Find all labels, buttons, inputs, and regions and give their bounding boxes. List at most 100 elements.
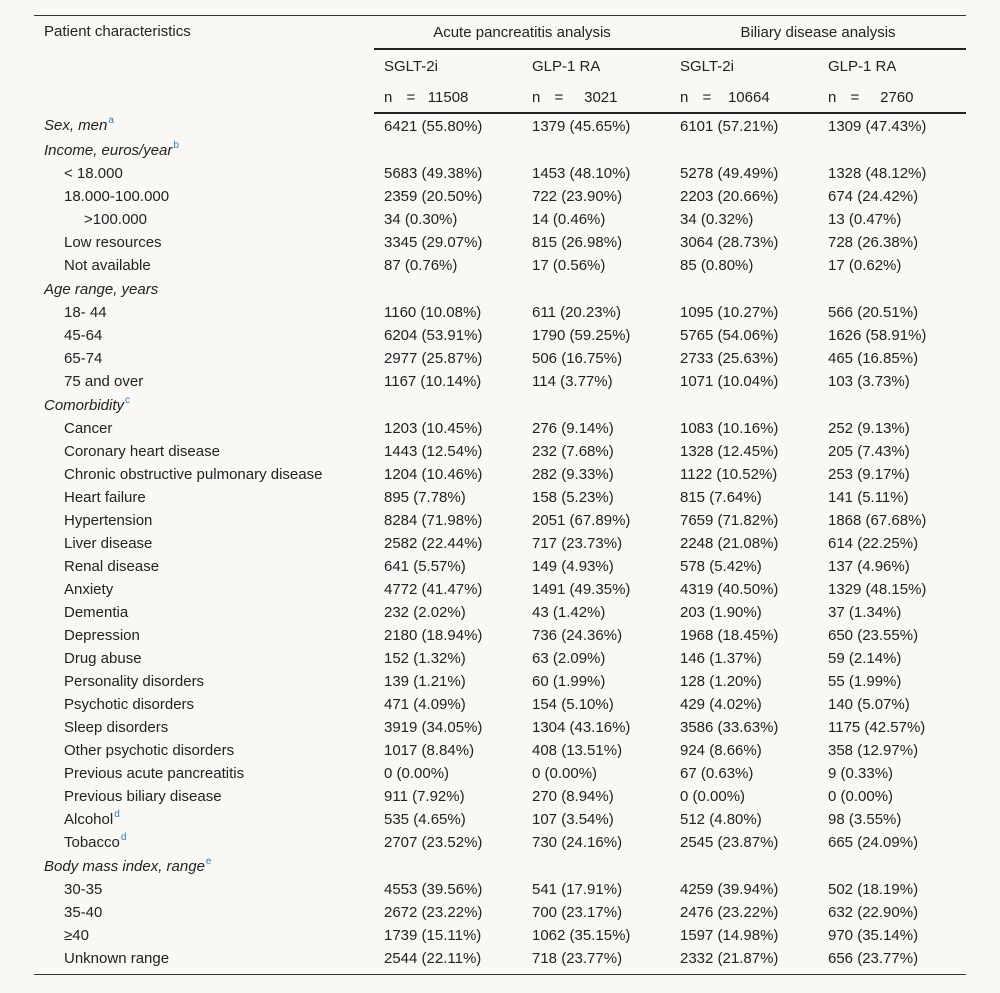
value-cell: 3345 (29.07%): [384, 234, 483, 251]
value-cell: 1017 (8.84%): [384, 742, 475, 759]
value-cell: 1304 (43.16%): [532, 719, 631, 736]
row-label: < 18.000: [34, 162, 374, 185]
value-cell: 2544 (22.11%): [384, 950, 482, 967]
value-cell: [670, 854, 818, 878]
value-cell: 2733 (25.63%): [680, 350, 779, 367]
row-label-text: Age range, years: [44, 280, 159, 298]
value-cell: 139 (1.21%): [384, 673, 466, 690]
drug-header: GLP-1 RA: [532, 57, 601, 75]
value-cell: 614 (22.25%): [828, 535, 919, 552]
value-cell: 1379 (45.65%): [532, 117, 631, 135]
row-label: Previous acute pancreatitis: [34, 762, 374, 785]
value-cell: 252 (9.13%): [828, 420, 910, 437]
value-cell: [522, 138, 670, 162]
n-value: 10664: [727, 88, 770, 106]
value-cell: 6204 (53.91%): [384, 327, 483, 344]
value-cell: 34 (0.30%): [384, 211, 458, 228]
table-row: 18.000-100.000 2359 (20.50%) 722 (23.90%) 2…: [34, 185, 966, 208]
value-cell: 107 (3.54%): [532, 811, 614, 828]
row-label-text: 18.000-100.000: [64, 188, 170, 205]
footnote-marker: d: [120, 832, 127, 843]
value-cell: 641 (5.57%): [384, 558, 466, 575]
row-label-text: Dementia: [64, 604, 129, 621]
table-row: 75 and over 1167 (10.14%) 114 (3.77%) 1071 …: [34, 370, 966, 393]
value-cell: 2332 (21.87%): [680, 950, 779, 967]
value-cell: 17 (0.56%): [532, 257, 606, 274]
value-cell: 611 (20.23%): [532, 304, 621, 321]
value-cell: 656 (23.77%): [828, 950, 919, 967]
table-row: Unknown range 2544 (22.11%) 718 (23.77%) 23…: [34, 947, 966, 970]
value-cell: 1328 (12.45%): [680, 443, 779, 460]
value-cell: 2707 (23.52%): [384, 834, 483, 851]
value-cell: 4553 (39.56%): [384, 881, 483, 898]
value-cell: 5765 (54.06%): [680, 327, 779, 344]
table-row: Previous acute pancreatitis 0 (0.00%) 0 (0…: [34, 762, 966, 785]
value-cell: 578 (5.42%): [680, 558, 762, 575]
value-cell: 815 (26.98%): [532, 234, 623, 251]
row-label-text: Cancer: [64, 420, 113, 437]
value-cell: 2248 (21.08%): [680, 535, 779, 552]
value-cell: 63 (2.09%): [532, 650, 606, 667]
row-label-text: Not available: [64, 257, 151, 274]
row-label: Tobaccod: [34, 831, 374, 854]
table-row: Sex, mena 6421 (55.80%) 1379 (45.65%) 6101 …: [34, 113, 966, 138]
row-label-text: Income, euros/year: [44, 141, 173, 159]
value-cell: 4259 (39.94%): [680, 881, 779, 898]
row-label: Chronic obstructive pulmonary disease: [34, 463, 374, 486]
value-cell: 0 (0.00%): [384, 765, 450, 782]
row-label-text: 35-40: [64, 904, 103, 921]
row-label-text: Anxiety: [64, 581, 114, 598]
table-row: >100.000 34 (0.30%) 14 (0.46%) 34 (0.32%) 13…: [34, 208, 966, 231]
value-cell: 541 (17.91%): [532, 881, 623, 898]
value-cell: 87 (0.76%): [384, 257, 458, 274]
value-cell: 3064 (28.73%): [680, 234, 779, 251]
row-label-text: Heart failure: [64, 489, 146, 506]
row-label: Renal disease: [34, 555, 374, 578]
row-label-text: Unknown range: [64, 950, 170, 967]
n-count-cell: n = 11508: [374, 82, 522, 114]
value-cell: 465 (16.85%): [828, 350, 919, 367]
value-cell: 535 (4.65%): [384, 811, 466, 828]
row-label: Body mass index, rangee: [34, 854, 374, 878]
value-cell: 1071 (10.04%): [680, 373, 779, 390]
value-cell: 718 (23.77%): [532, 950, 623, 967]
n-count-cell: n = 10664: [670, 82, 818, 114]
n-label: n =: [384, 88, 416, 106]
row-label: Hypertension: [34, 509, 374, 532]
row-label: Cancer: [34, 417, 374, 440]
row-label: 75 and over: [34, 370, 374, 393]
value-cell: 700 (23.17%): [532, 904, 623, 921]
value-cell: [374, 393, 522, 417]
patient-characteristics-header: Patient characteristics: [34, 15, 374, 113]
value-cell: 55 (1.99%): [828, 673, 902, 690]
value-cell: 717 (23.73%): [532, 535, 623, 552]
row-label: 45-64: [34, 324, 374, 347]
row-label: Sex, mena: [34, 113, 374, 138]
table-row: Coronary heart disease 1443 (12.54%) 232 (…: [34, 440, 966, 463]
row-label-text: < 18.000: [64, 165, 123, 182]
drug-header: SGLT-2i: [384, 57, 438, 75]
value-cell: [818, 138, 966, 162]
value-cell: 1175 (42.57%): [828, 719, 926, 736]
value-cell: 1095 (10.27%): [680, 304, 779, 321]
table-body: Sex, mena 6421 (55.80%) 1379 (45.65%) 6101 …: [34, 113, 967, 975]
value-cell: 3919 (34.05%): [384, 719, 483, 736]
table-row: Tobaccod 2707 (23.52%) 730 (24.16%) 2545 (2…: [34, 831, 966, 854]
table-row: Not available 87 (0.76%) 17 (0.56%) 85 (0.8…: [34, 254, 966, 277]
drug-header: GLP-1 RA: [828, 57, 897, 75]
value-cell: 728 (26.38%): [828, 234, 919, 251]
n-label: n =: [680, 88, 712, 106]
value-cell: 2977 (25.87%): [384, 350, 483, 367]
value-cell: 911 (7.92%): [384, 788, 465, 805]
value-cell: 895 (7.78%): [384, 489, 466, 506]
value-cell: 1329 (48.15%): [828, 581, 927, 598]
row-label-text: Psychotic disorders: [64, 696, 195, 713]
n-label: n =: [532, 88, 564, 106]
value-cell: 1626 (58.91%): [828, 327, 927, 344]
value-cell: 1491 (49.35%): [532, 581, 631, 598]
value-cell: 6421 (55.80%): [384, 117, 483, 135]
footnote-marker: d: [114, 809, 120, 820]
row-label-text: Sleep disorders: [64, 719, 169, 736]
row-label-text: Body mass index, range: [44, 857, 205, 875]
table-row: 45-64 6204 (53.91%) 1790 (59.25%) 5765 (54.…: [34, 324, 966, 347]
